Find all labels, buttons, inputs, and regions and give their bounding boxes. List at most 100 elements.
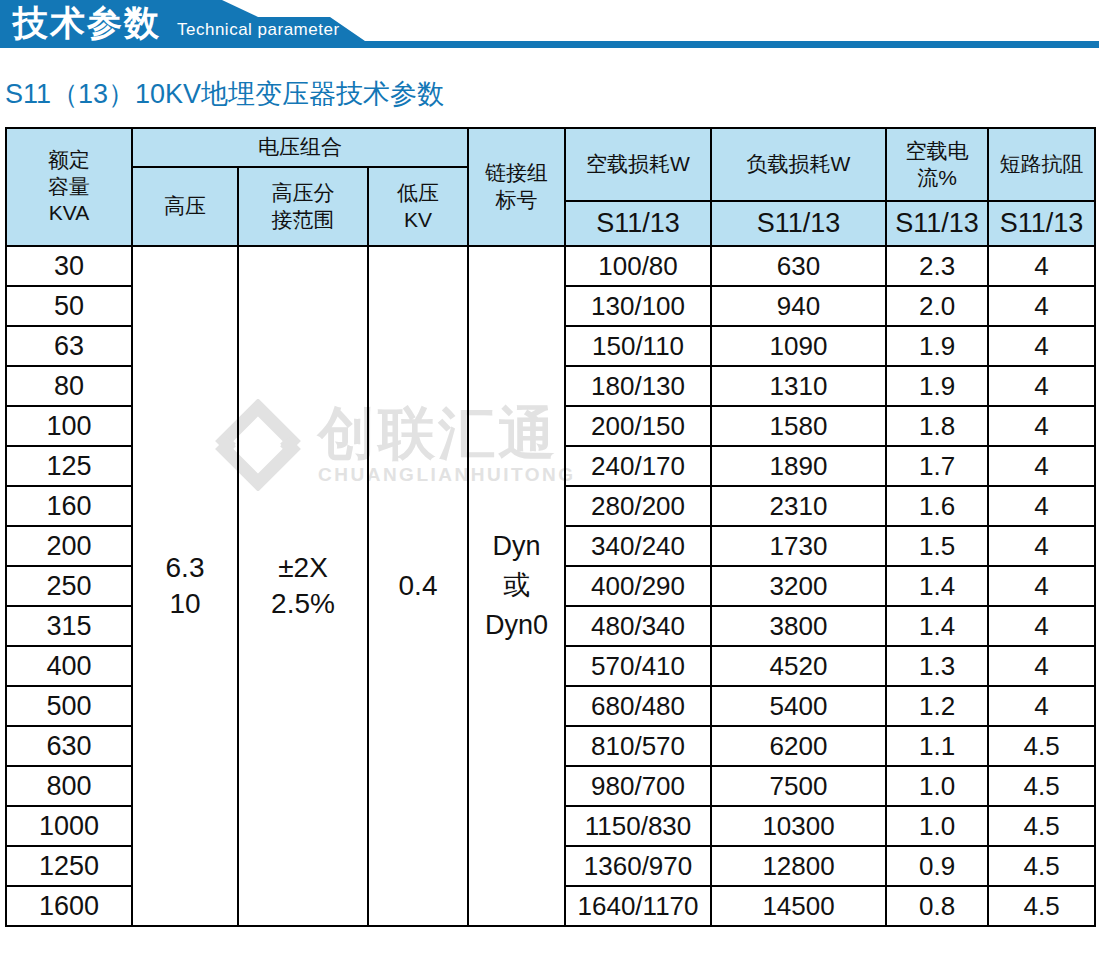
cell-kva: 1000 — [6, 806, 132, 846]
cell-no-load-current: 1.9 — [886, 326, 988, 366]
cell-load-loss: 3200 — [711, 566, 886, 606]
cell-impedance: 4.5 — [988, 806, 1095, 846]
cell-impedance: 4 — [988, 286, 1095, 326]
cell-no-load-loss: 1640/1170 — [565, 886, 711, 926]
subheader-model-no-load-loss: S11/13 — [565, 201, 711, 246]
page-title: S11（13）10KV地埋变压器技术参数 — [5, 76, 444, 112]
cell-impedance: 4 — [988, 246, 1095, 286]
banner: 技术参数 Technical parameter — [0, 0, 1099, 48]
cell-no-load-current: 1.2 — [886, 686, 988, 726]
cell-no-load-loss: 130/100 — [565, 286, 711, 326]
col-header-rated-capacity: 额定 容量 KVA — [6, 128, 132, 246]
cell-load-loss: 3800 — [711, 606, 886, 646]
cell-impedance: 4 — [988, 646, 1095, 686]
subheader-model-no-load-current: S11/13 — [886, 201, 988, 246]
col-header-voltage-group: 电压组合 — [132, 128, 468, 167]
cell-kva: 500 — [6, 686, 132, 726]
cell-kva: 100 — [6, 406, 132, 446]
cell-load-loss: 2310 — [711, 486, 886, 526]
cell-load-loss: 5400 — [711, 686, 886, 726]
cell-no-load-current: 1.9 — [886, 366, 988, 406]
col-header-no-load-current: 空载电流% — [886, 128, 988, 201]
cell-no-load-current: 1.4 — [886, 606, 988, 646]
cell-kva: 125 — [6, 446, 132, 486]
cell-no-load-current: 1.0 — [886, 766, 988, 806]
cell-impedance: 4 — [988, 446, 1095, 486]
cell-impedance: 4 — [988, 366, 1095, 406]
cell-impedance: 4 — [988, 486, 1095, 526]
col-header-no-load-loss: 空载损耗W — [565, 128, 711, 201]
cell-kva: 200 — [6, 526, 132, 566]
cell-no-load-loss: 400/290 — [565, 566, 711, 606]
page: 技术参数 Technical parameter S11（13）10KV地埋变压… — [0, 0, 1099, 974]
cell-no-load-current: 1.4 — [886, 566, 988, 606]
cell-load-loss: 1890 — [711, 446, 886, 486]
parameters-table: 额定 容量 KVA 电压组合 链接组 标号 空载损耗W 负载损耗W 空载电流% … — [5, 127, 1096, 927]
cell-load-loss: 6200 — [711, 726, 886, 766]
cell-load-loss: 10300 — [711, 806, 886, 846]
table-header: 额定 容量 KVA 电压组合 链接组 标号 空载损耗W 负载损耗W 空载电流% … — [6, 128, 1095, 246]
cell-impedance: 4 — [988, 406, 1095, 446]
cell-no-load-current: 1.8 — [886, 406, 988, 446]
col-header-impedance: 短路抗阻 — [988, 128, 1095, 201]
banner-title: 技术参数 — [13, 2, 161, 44]
cell-load-loss: 1310 — [711, 366, 886, 406]
cell-no-load-current: 1.3 — [886, 646, 988, 686]
cell-load-loss: 1730 — [711, 526, 886, 566]
cell-no-load-loss: 980/700 — [565, 766, 711, 806]
cell-load-loss: 12800 — [711, 846, 886, 886]
cell-no-load-current: 1.1 — [886, 726, 988, 766]
cell-no-load-loss: 280/200 — [565, 486, 711, 526]
cell-kva: 250 — [6, 566, 132, 606]
cell-no-load-loss: 200/150 — [565, 406, 711, 446]
cell-load-loss: 630 — [711, 246, 886, 286]
header-row-1: 额定 容量 KVA 电压组合 链接组 标号 空载损耗W 负载损耗W 空载电流% … — [6, 128, 1095, 167]
cell-impedance: 4 — [988, 606, 1095, 646]
table-row: 30 6.3 10 ±2X 2.5% 0.4 Dyn 或 Dyn0 100/80… — [6, 246, 1095, 286]
cell-no-load-loss: 340/240 — [565, 526, 711, 566]
cell-impedance: 4.5 — [988, 766, 1095, 806]
col-header-lv: 低压 KV — [368, 167, 468, 246]
cell-no-load-loss: 100/80 — [565, 246, 711, 286]
cell-kva: 1250 — [6, 846, 132, 886]
cell-no-load-loss: 240/170 — [565, 446, 711, 486]
cell-impedance: 4 — [988, 326, 1095, 366]
cell-no-load-loss: 480/340 — [565, 606, 711, 646]
cell-no-load-loss: 570/410 — [565, 646, 711, 686]
cell-lv-value: 0.4 — [368, 246, 468, 926]
cell-kva: 160 — [6, 486, 132, 526]
cell-kva: 63 — [6, 326, 132, 366]
cell-no-load-current: 2.0 — [886, 286, 988, 326]
table-body: 30 6.3 10 ±2X 2.5% 0.4 Dyn 或 Dyn0 100/80… — [6, 246, 1095, 926]
cell-impedance: 4.5 — [988, 886, 1095, 926]
cell-tap-range-value: ±2X 2.5% — [238, 246, 368, 926]
cell-kva: 30 — [6, 246, 132, 286]
cell-load-loss: 14500 — [711, 886, 886, 926]
cell-no-load-loss: 1360/970 — [565, 846, 711, 886]
cell-no-load-loss: 180/130 — [565, 366, 711, 406]
cell-impedance: 4.5 — [988, 846, 1095, 886]
cell-load-loss: 940 — [711, 286, 886, 326]
col-header-connection: 链接组 标号 — [468, 128, 565, 246]
cell-connection-value: Dyn 或 Dyn0 — [468, 246, 565, 926]
cell-impedance: 4 — [988, 566, 1095, 606]
cell-load-loss: 1090 — [711, 326, 886, 366]
cell-kva: 50 — [6, 286, 132, 326]
cell-kva: 1600 — [6, 886, 132, 926]
cell-hv-value: 6.3 10 — [132, 246, 238, 926]
cell-no-load-current: 2.3 — [886, 246, 988, 286]
cell-kva: 80 — [6, 366, 132, 406]
cell-impedance: 4.5 — [988, 726, 1095, 766]
banner-shape — [0, 0, 1099, 48]
cell-kva: 400 — [6, 646, 132, 686]
cell-load-loss: 1580 — [711, 406, 886, 446]
col-header-hv: 高压 — [132, 167, 238, 246]
cell-no-load-loss: 150/110 — [565, 326, 711, 366]
cell-load-loss: 7500 — [711, 766, 886, 806]
cell-no-load-current: 0.9 — [886, 846, 988, 886]
subheader-model-load-loss: S11/13 — [711, 201, 886, 246]
col-header-tap-range: 高压分 接范围 — [238, 167, 368, 246]
cell-impedance: 4 — [988, 526, 1095, 566]
cell-load-loss: 4520 — [711, 646, 886, 686]
banner-subtitle: Technical parameter — [177, 20, 340, 40]
